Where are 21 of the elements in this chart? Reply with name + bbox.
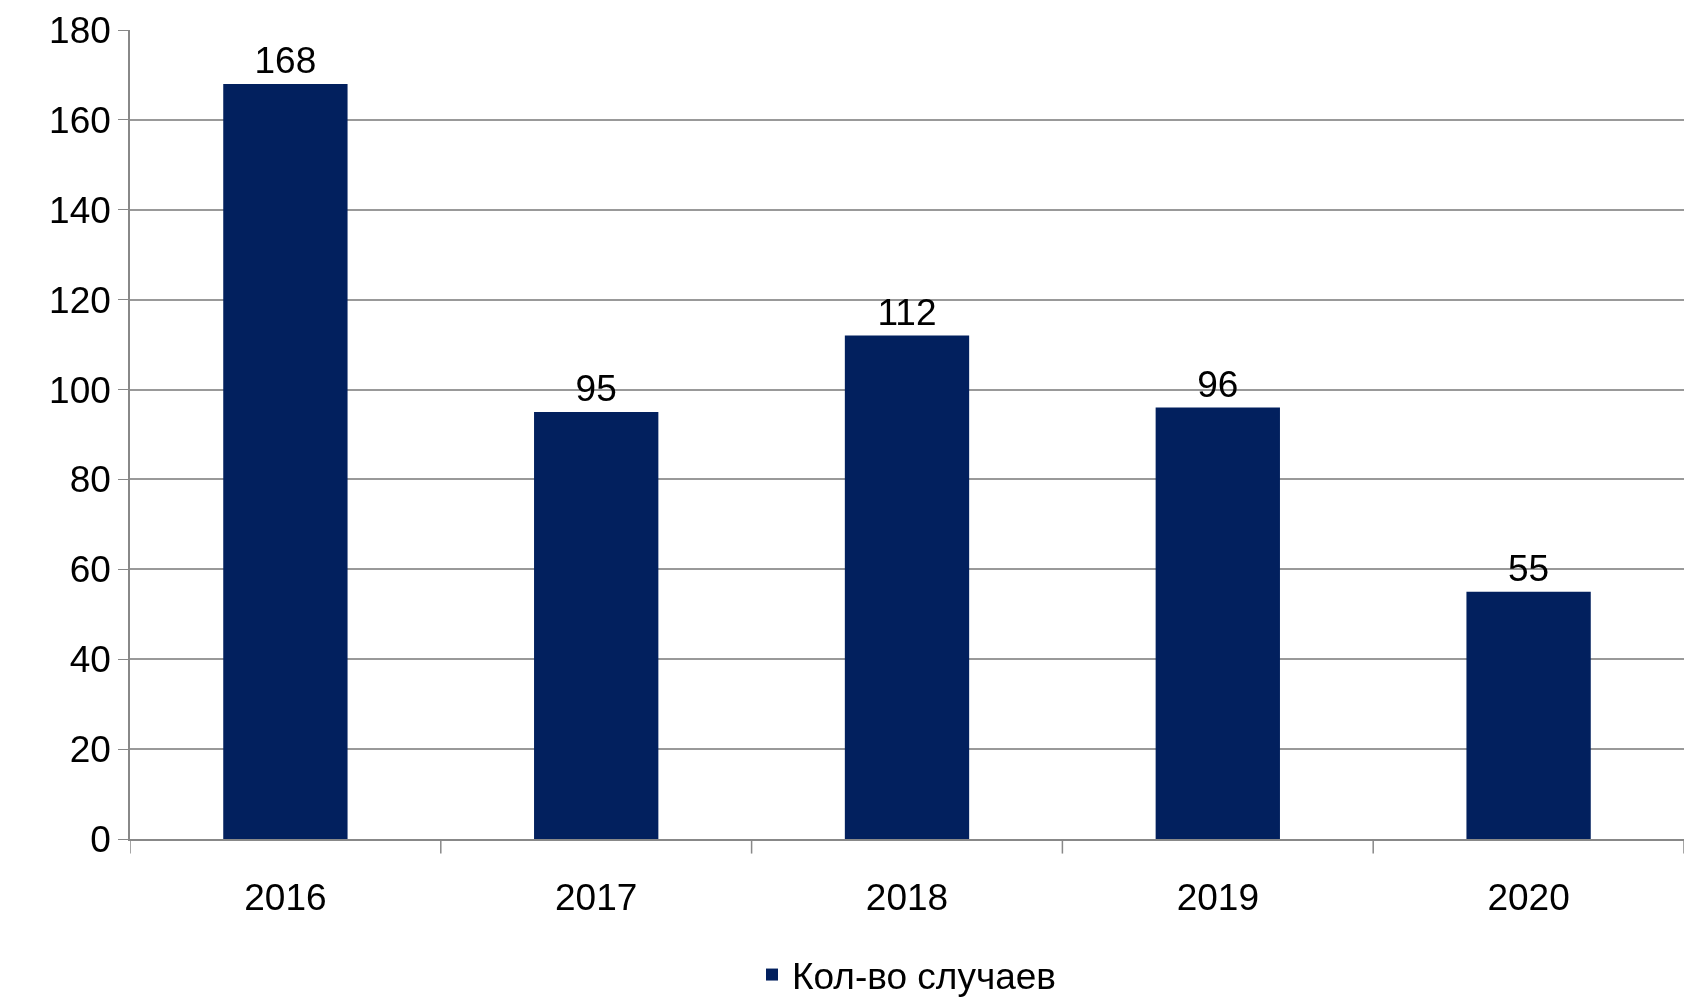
y-tick-label: 120 — [49, 279, 111, 321]
x-tick-label: 2020 — [1487, 877, 1570, 919]
y-tick-label: 40 — [69, 639, 111, 681]
x-tick-label: 2016 — [244, 877, 327, 919]
legend-label: Кол-во случаев — [792, 955, 1057, 997]
data-label: 95 — [575, 368, 617, 410]
x-tick-label: 2019 — [1176, 877, 1259, 919]
data-label: 55 — [1508, 547, 1550, 589]
data-label: 96 — [1197, 363, 1239, 405]
data-label: 168 — [254, 39, 317, 81]
y-tick-label: 60 — [69, 549, 111, 591]
data-label: 112 — [877, 291, 937, 333]
x-tick-label: 2017 — [555, 877, 638, 919]
y-tick-label: 140 — [49, 189, 111, 231]
y-tick-label: 0 — [90, 818, 111, 860]
y-tick-label: 180 — [49, 9, 111, 51]
y-tick-label: 160 — [49, 99, 111, 141]
y-tick-label: 100 — [49, 369, 111, 411]
y-tick-label: 80 — [69, 459, 111, 501]
x-tick-label: 2018 — [865, 877, 949, 919]
y-tick-label: 20 — [69, 729, 111, 771]
